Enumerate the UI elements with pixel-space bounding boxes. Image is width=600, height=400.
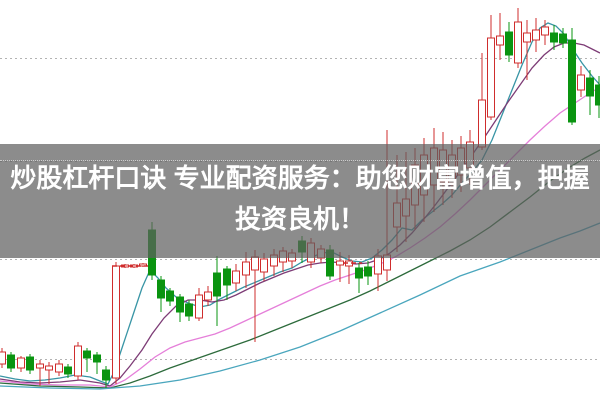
promo-banner: 炒股杠杆口诀 专业配资服务：助您财富增值，把握 投资良机！	[0, 144, 600, 258]
promo-text-line1: 炒股杠杆口诀 专业配资服务：助您财富增值，把握	[10, 163, 590, 193]
promo-text-line2: 投资良机！	[234, 204, 365, 234]
banner-gridline	[0, 160, 600, 161]
